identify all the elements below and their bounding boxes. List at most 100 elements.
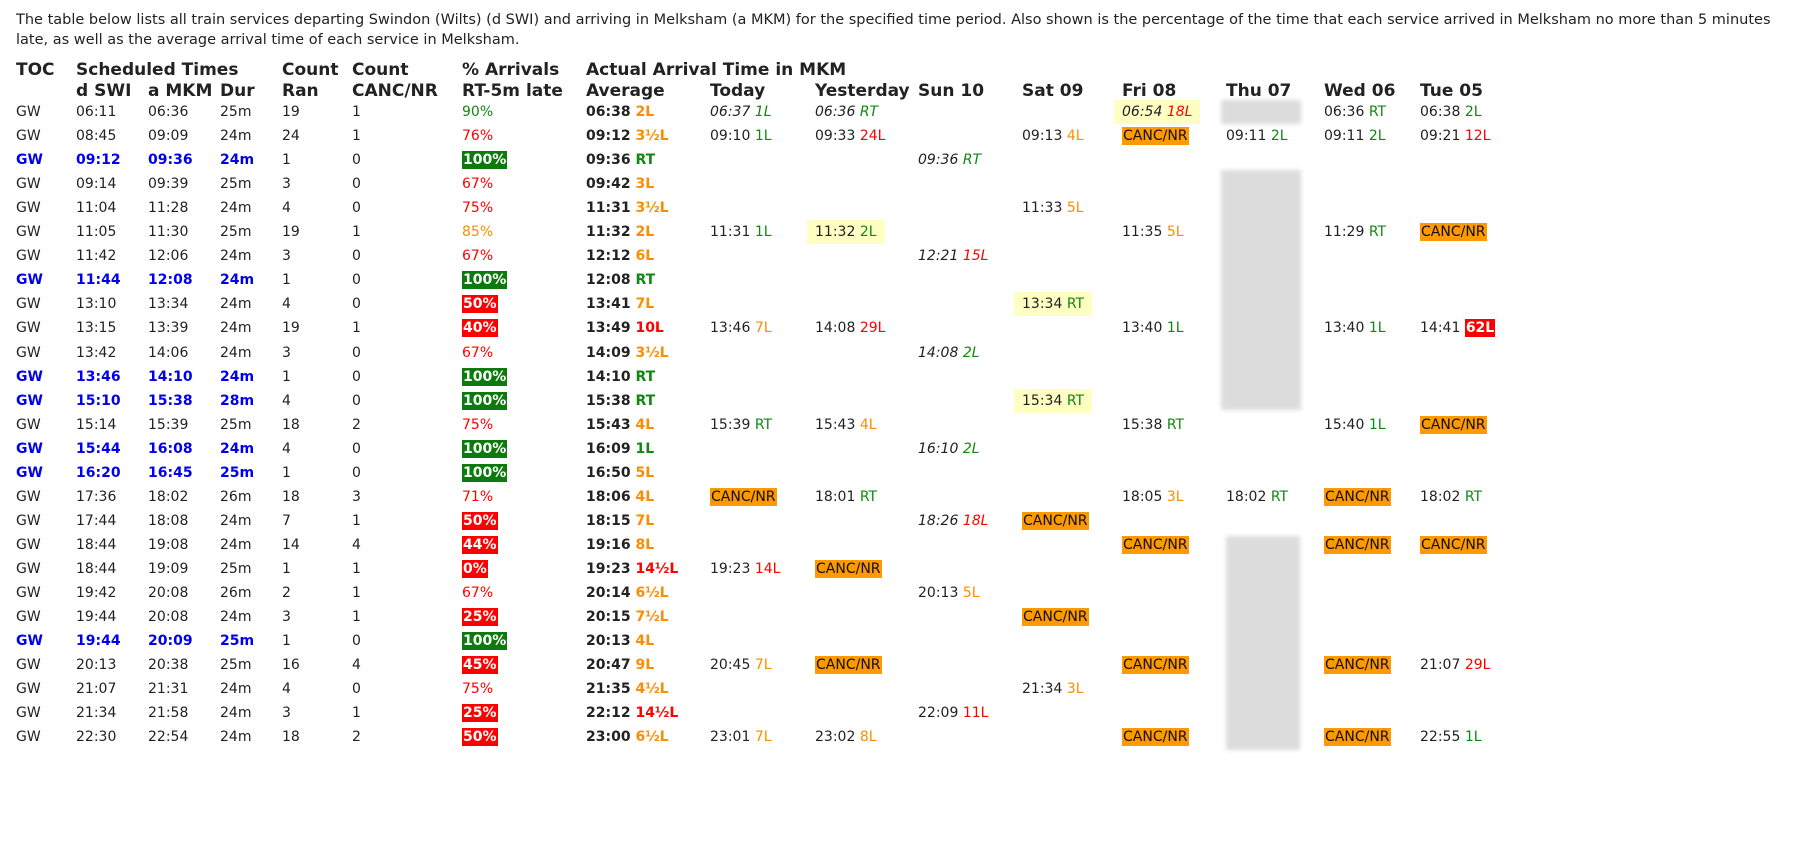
pct-value: 76% <box>462 128 494 145</box>
cell-day-arrival: CANC/NR <box>1420 220 1487 244</box>
arrival: 18:05 3L <box>1122 489 1184 505</box>
average-time: 09:36 <box>586 152 631 169</box>
cell-day-arrival: 14:41 62L <box>1420 316 1496 340</box>
average-delay: 4L <box>635 416 655 433</box>
cell-day-arrival: 09:33 24L <box>815 124 885 148</box>
cell-ran: 4 <box>282 392 291 409</box>
average-time: 19:23 <box>586 560 631 577</box>
cell-pct: 90% <box>462 100 493 124</box>
cell-ran: 1 <box>282 152 291 169</box>
cell-arr: 19:08 <box>148 536 189 553</box>
arrival-time: 06:54 <box>1122 104 1163 120</box>
cell-day-arrival: 20:13 5L <box>918 581 980 605</box>
canc-badge: CANC/NR <box>1420 535 1487 554</box>
arrival-delay: 29L <box>1464 657 1491 674</box>
cell-toc: GW <box>16 176 41 193</box>
arrival-delay: RT <box>962 152 982 169</box>
arrival: 11:35 5L <box>1122 224 1184 240</box>
arrival-time: 22:55 <box>1420 729 1461 746</box>
arrival-delay: 3L <box>1166 488 1184 505</box>
average-delay: RT <box>635 152 656 169</box>
cell-ran: 1 <box>282 633 291 650</box>
cell-dur: 25m <box>220 657 252 674</box>
cell-ran: 3 <box>282 248 291 265</box>
table-row: GW 16:20 16:45 25m 1 0 100% 16:50 5L <box>0 461 1800 485</box>
cell-dep: 15:44 <box>76 440 121 457</box>
cell-day-arrival: CANC/NR <box>1122 533 1189 557</box>
table-row: GW 13:42 14:06 24m 3 0 67% 14:09 3½L 14:08 2L <box>0 341 1800 365</box>
average-time: 19:16 <box>586 536 631 553</box>
arrival: 13:34 RT <box>1014 292 1093 317</box>
cell-dur: 24m <box>220 729 252 746</box>
cell-toc: GW <box>16 224 41 241</box>
header-toc: TOC <box>16 60 55 80</box>
cell-dep: 20:13 <box>76 657 117 674</box>
cell-toc: GW <box>16 104 41 120</box>
cell-day-arrival: 21:34 3L <box>1022 677 1084 701</box>
arrival-delay: RT <box>1166 416 1185 433</box>
cell-dur: 24m <box>220 705 252 722</box>
cell-canc: 0 <box>352 248 361 265</box>
average-delay: 3½L <box>635 200 669 217</box>
average-delay: 2L <box>635 224 655 241</box>
arrival-delay: RT <box>1066 392 1085 409</box>
cell-toc: GW <box>16 416 41 433</box>
arrival: 21:34 3L <box>1022 681 1084 697</box>
cell-ran: 1 <box>282 464 291 481</box>
cell-day-arrival: 22:55 1L <box>1420 725 1482 749</box>
cell-day-arrival: 06:36 RT <box>1324 100 1386 124</box>
intro-text: The table below lists all train services… <box>16 12 1771 48</box>
cell-day-arrival: 09:10 1L <box>710 124 772 148</box>
cell-day-arrival: CANC/NR <box>1324 725 1391 749</box>
cell-ran: 18 <box>282 488 300 505</box>
arrival: 09:13 4L <box>1022 128 1084 144</box>
average-delay: 3L <box>635 176 655 193</box>
average-time: 15:38 <box>586 392 631 409</box>
arrival: 11:33 5L <box>1022 200 1084 216</box>
canc-badge: CANC/NR <box>1122 728 1189 747</box>
cell-ran: 3 <box>282 176 291 193</box>
arrival-delay: 2L <box>962 344 980 361</box>
pct-value: 45% <box>462 656 498 675</box>
cell-toc: GW <box>16 440 43 457</box>
pct-value: 75% <box>462 416 494 433</box>
header-arr: a MKM <box>148 81 213 101</box>
cell-average: 19:16 8L <box>586 533 654 557</box>
arrival-delay: 29L <box>859 320 886 337</box>
canc-badge: CANC/NR <box>815 656 882 675</box>
canc-badge: CANC/NR <box>1324 728 1391 747</box>
arrival-time: 16:10 <box>918 440 959 457</box>
canc-badge: CANC/NR <box>1324 656 1391 675</box>
average-delay: 3½L <box>635 344 669 361</box>
cell-day-arrival: 11:33 5L <box>1022 196 1084 220</box>
cell-dep: 09:12 <box>76 152 121 169</box>
cell-arr: 06:36 <box>148 104 189 120</box>
cell-day-arrival: 18:26 18L <box>918 509 988 533</box>
cell-dep: 17:44 <box>76 512 117 529</box>
cell-dep: 11:04 <box>76 200 117 217</box>
pct-value: 44% <box>462 535 498 554</box>
cell-dep: 18:44 <box>76 560 117 577</box>
cell-arr: 12:06 <box>148 248 189 265</box>
cell-arr: 14:06 <box>148 344 189 361</box>
arrival: 11:31 1L <box>710 224 772 240</box>
cell-pct: 50% <box>462 725 498 749</box>
cell-pct: 75% <box>462 677 493 701</box>
header-pct: % Arrivals <box>462 60 560 80</box>
arrival: 13:40 1L <box>1122 320 1184 336</box>
cell-arr: 09:09 <box>148 128 189 145</box>
cell-dep: 11:42 <box>76 248 117 265</box>
cell-day-arrival: CANC/NR <box>1420 533 1487 557</box>
cell-dur: 25m <box>220 104 252 120</box>
arrival-time: 11:29 <box>1324 224 1365 241</box>
pct-value: 100% <box>462 439 508 458</box>
cell-toc: GW <box>16 488 41 505</box>
cell-ran: 4 <box>282 681 291 698</box>
arrival: 09:11 2L <box>1324 128 1386 144</box>
cell-average: 13:41 7L <box>586 292 654 316</box>
arrival-delay: RT <box>1066 296 1085 313</box>
arrival-time: 23:02 <box>815 729 856 746</box>
cell-canc: 0 <box>352 440 361 457</box>
header-day: Sat 09 <box>1022 81 1084 101</box>
cell-day-arrival: CANC/NR <box>1122 725 1189 749</box>
